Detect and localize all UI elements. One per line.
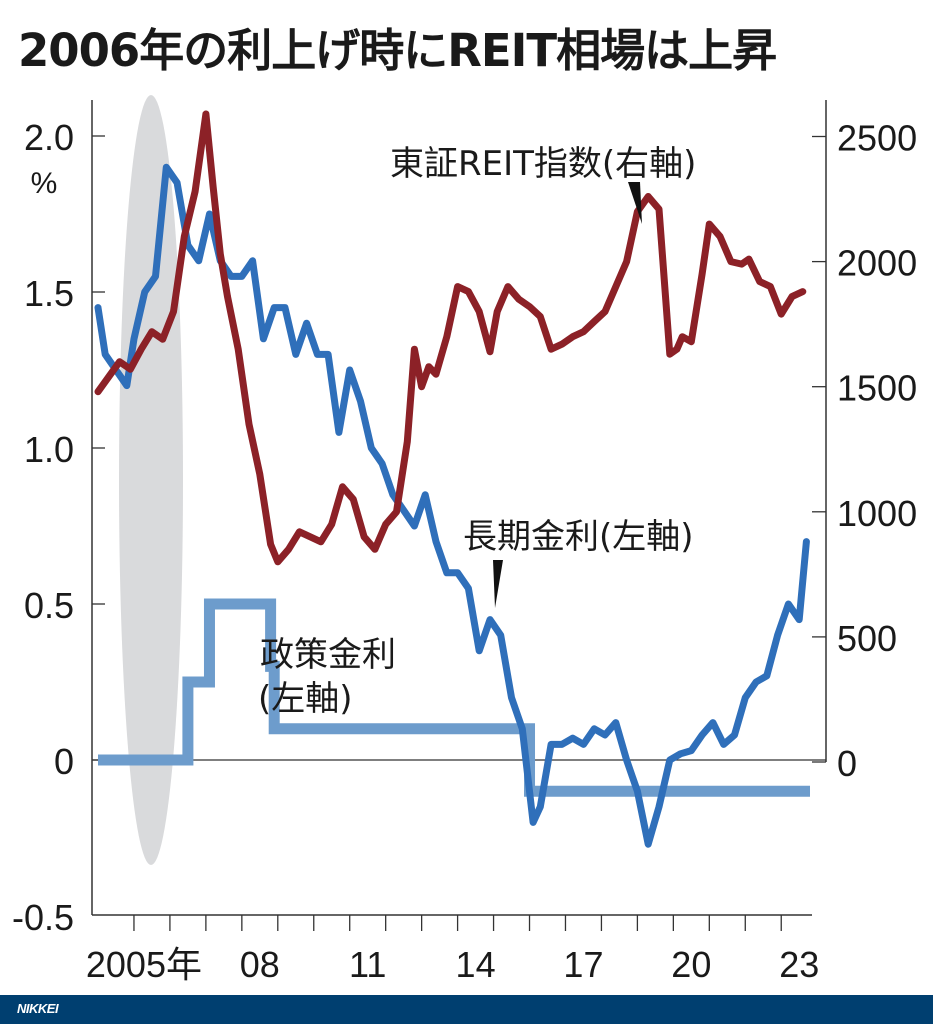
x-tick-label: 08 [240, 944, 280, 985]
policy-rate-line [98, 598, 810, 797]
x-tick-label: 17 [563, 944, 603, 985]
right-tick-label: 500 [837, 618, 897, 659]
long-term-rate-line [94, 163, 810, 848]
left-tick-label: 0 [54, 741, 74, 782]
left-tick-label: 1.5 [24, 273, 74, 314]
long-rate-label: 長期金利(左軸) [463, 517, 694, 557]
left-tick-label: 0.5 [24, 585, 74, 626]
x-tick-label: 14 [456, 944, 496, 985]
right-tick-label: 0 [837, 743, 857, 784]
left-tick-label: -0.5 [12, 897, 74, 938]
left-axis-unit: % [31, 167, 58, 200]
rate-hike-highlight [119, 95, 183, 865]
right-tick-label: 1000 [837, 493, 917, 534]
right-tick-label: 2500 [837, 118, 917, 159]
x-tick-label: 23 [779, 944, 819, 985]
left-axis-ticks: 2.0 1.5 1.0 0.5 0 -0.5 [12, 117, 105, 938]
left-tick-label: 1.0 [24, 429, 74, 470]
nikkei-logo: NIKKEI [17, 1001, 59, 1016]
chart-canvas: 2.0 1.5 1.0 0.5 0 -0.5 2500 2000 1500 1000 500 0 2… [12, 95, 917, 985]
left-tick-label: 2.0 [24, 117, 74, 158]
right-tick-label: 2000 [837, 243, 917, 284]
x-tick-label: 11 [349, 944, 386, 985]
x-tick-label: 20 [671, 944, 711, 985]
reit-label: 東証REIT指数(右軸) [390, 144, 696, 184]
x-tick-label: 2005年 [86, 944, 202, 985]
policy-rate-label: 政策金利 [260, 635, 396, 675]
footer-bar: NIKKEI [0, 995, 933, 1024]
x-axis-ticks: 2005年 08 11 14 17 20 23 [86, 915, 819, 985]
right-tick-label: 1500 [837, 368, 917, 409]
chart-title: 2006年の利上げ時にREIT相場は上昇 [18, 24, 777, 77]
policy-rate-axis-label: (左軸) [258, 679, 353, 719]
axes [91, 100, 827, 916]
reit-index-line [94, 110, 807, 566]
reit-pointer [628, 182, 642, 224]
long-rate-pointer [493, 560, 503, 608]
right-axis-ticks: 2500 2000 1500 1000 500 0 [812, 118, 917, 784]
